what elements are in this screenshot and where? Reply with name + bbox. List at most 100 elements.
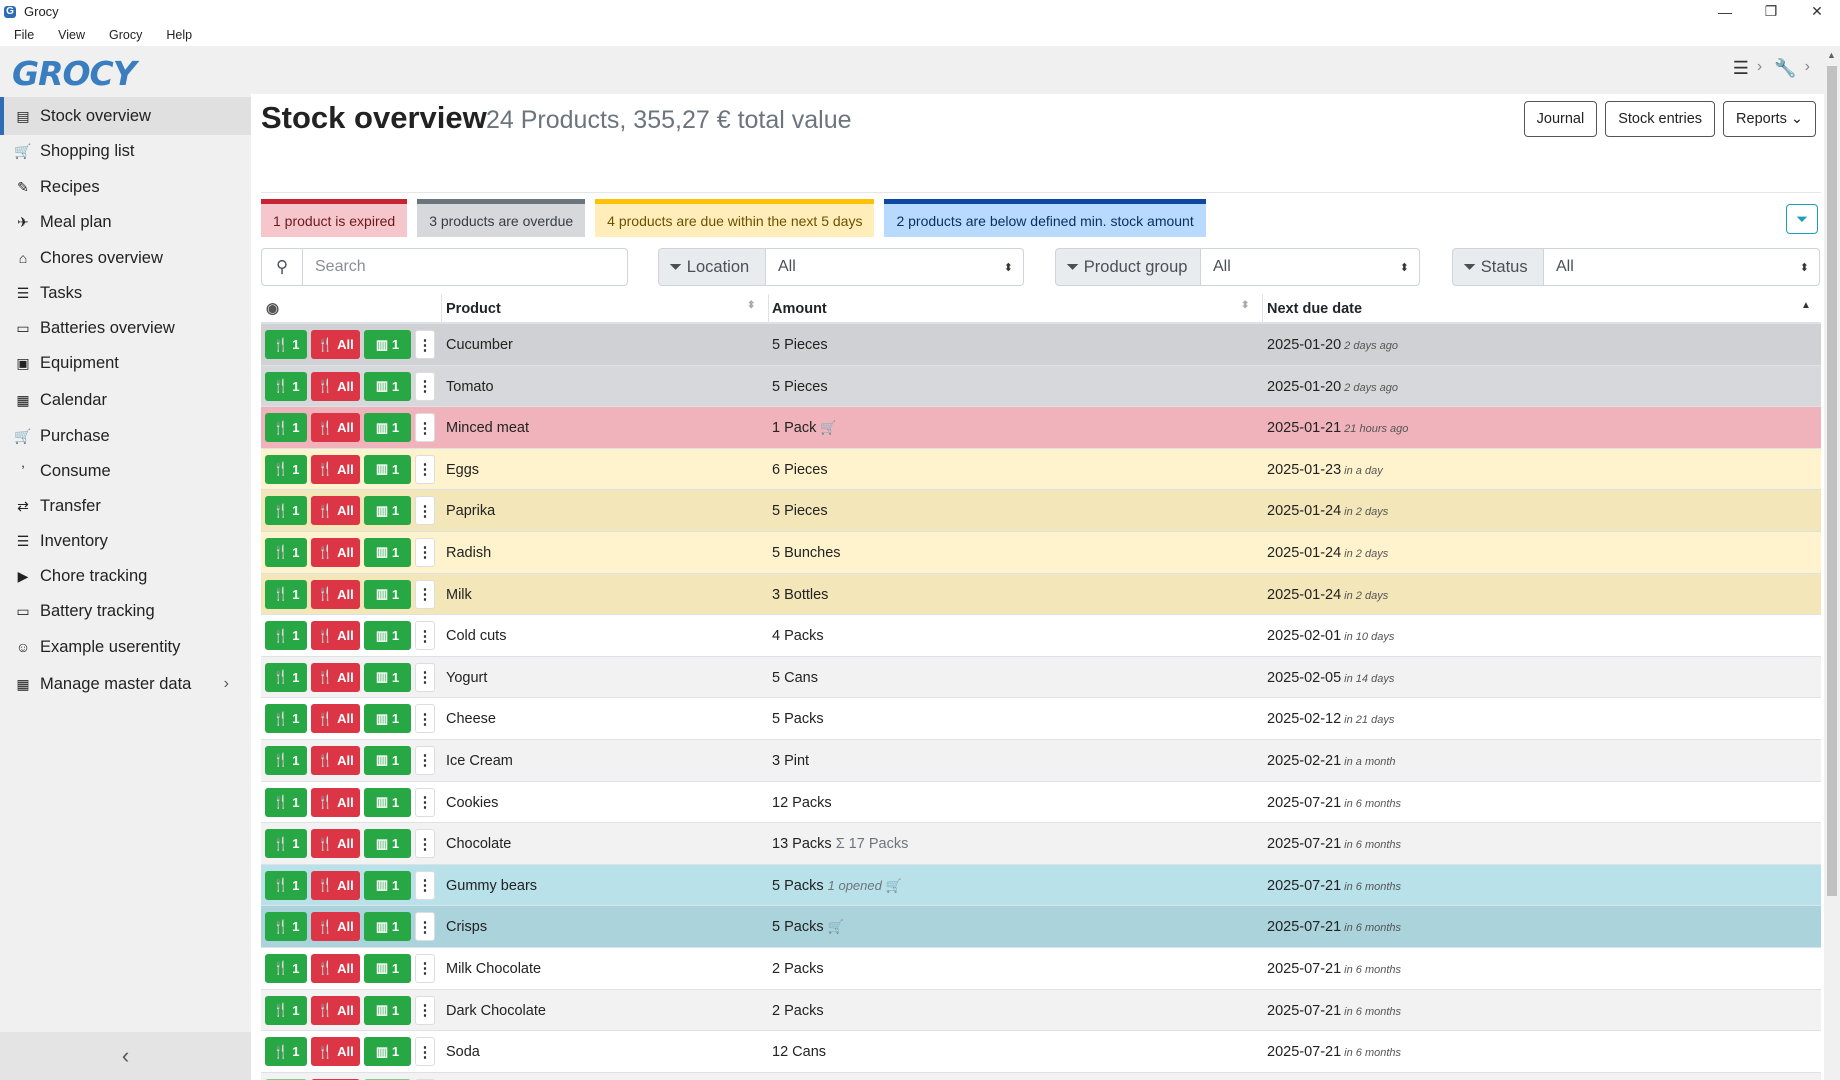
open-one-button[interactable]: ▥ 1: [364, 330, 411, 359]
consume-one-button[interactable]: 🍴 1: [265, 662, 307, 692]
sidebar-item-consume[interactable]: ʼ Consume: [0, 452, 251, 490]
consume-one-button[interactable]: 🍴 1: [265, 912, 307, 942]
open-one-button[interactable]: ▥ 1: [364, 371, 411, 401]
row-menu-button[interactable]: ⋮: [415, 621, 435, 651]
consume-one-button[interactable]: 🍴 1: [265, 995, 307, 1025]
search-input[interactable]: Search: [303, 248, 628, 286]
status-expired[interactable]: 1 product is expired: [261, 199, 408, 237]
consume-all-button[interactable]: 🍴 All: [311, 454, 360, 484]
location-select[interactable]: All ⬍: [766, 248, 1024, 286]
consume-one-button[interactable]: 🍴 1: [265, 1037, 307, 1067]
row-menu-button[interactable]: ⋮: [415, 953, 435, 983]
consume-one-button[interactable]: 🍴 1: [265, 704, 307, 734]
open-one-button[interactable]: ▥ 1: [364, 704, 411, 734]
sidebar-item-chores-overview[interactable]: ⌂ Chores overview: [0, 239, 251, 277]
consume-one-button[interactable]: 🍴 1: [265, 1078, 307, 1080]
consume-one-button[interactable]: 🍴 1: [265, 829, 307, 859]
consume-all-button[interactable]: 🍴 All: [311, 1078, 360, 1080]
restore-button[interactable]: ❐: [1764, 3, 1778, 19]
consume-all-button[interactable]: 🍴 All: [311, 537, 360, 567]
sidebar-item-chore-tracking[interactable]: ▶ Chore tracking: [0, 557, 251, 595]
row-menu-button[interactable]: ⋮: [415, 537, 435, 567]
grocy-logo[interactable]: GROCY: [12, 54, 137, 93]
product-name[interactable]: Milk: [446, 586, 472, 603]
row-menu-button[interactable]: ⋮: [415, 995, 435, 1025]
product-name[interactable]: Eggs: [446, 461, 480, 478]
product-name[interactable]: Ice Cream: [446, 752, 513, 769]
consume-all-button[interactable]: 🍴 All: [311, 662, 360, 692]
row-menu-button[interactable]: ⋮: [415, 1037, 435, 1067]
consume-all-button[interactable]: 🍴 All: [311, 330, 360, 359]
product-name[interactable]: Yogurt: [446, 669, 488, 686]
reports-dropdown-button[interactable]: Reports ⌄: [1723, 101, 1816, 137]
menu-view[interactable]: View: [58, 27, 86, 42]
consume-all-button[interactable]: 🍴 All: [311, 704, 360, 734]
open-one-button[interactable]: ▥ 1: [364, 413, 411, 443]
product-name[interactable]: Cold cuts: [446, 628, 507, 645]
consume-all-button[interactable]: 🍴 All: [311, 621, 360, 651]
sidebar-item-meal-plan[interactable]: ✈ Meal plan: [0, 203, 251, 241]
product-group-select[interactable]: All ⬍: [1201, 248, 1420, 286]
wrench-icon[interactable]: 🔧: [1774, 58, 1797, 78]
product-name[interactable]: Milk Chocolate: [446, 960, 542, 977]
consume-all-button[interactable]: 🍴 All: [311, 870, 360, 900]
row-menu-button[interactable]: ⋮: [415, 745, 435, 775]
consume-all-button[interactable]: 🍴 All: [311, 1037, 360, 1067]
vertical-scrollbar[interactable]: ▲: [1824, 46, 1840, 1080]
open-one-button[interactable]: ▥ 1: [364, 579, 411, 609]
sidebar-item-transfer[interactable]: ⇄ Transfer: [0, 487, 251, 525]
open-one-button[interactable]: ▥ 1: [364, 870, 411, 900]
status-select[interactable]: All ⬍: [1544, 248, 1820, 286]
open-one-button[interactable]: ▥ 1: [364, 454, 411, 484]
row-menu-button[interactable]: ⋮: [415, 870, 435, 900]
scroll-up-arrow-icon[interactable]: ▲: [1827, 50, 1836, 60]
header-next-due-date[interactable]: Next due date: [1267, 301, 1363, 317]
row-menu-button[interactable]: ⋮: [415, 413, 435, 443]
row-menu-button[interactable]: ⋮: [415, 454, 435, 484]
row-menu-button[interactable]: ⋮: [415, 371, 435, 401]
product-name[interactable]: Minced meat: [446, 420, 530, 437]
sidebar-item-tasks[interactable]: ☰ Tasks: [0, 274, 251, 312]
status-overdue[interactable]: 3 products are overdue: [417, 199, 586, 237]
consume-all-button[interactable]: 🍴 All: [311, 953, 360, 983]
product-name[interactable]: Radish: [446, 544, 492, 561]
open-one-button[interactable]: ▥ 1: [364, 912, 411, 942]
consume-one-button[interactable]: 🍴 1: [265, 330, 307, 359]
consume-one-button[interactable]: 🍴 1: [265, 787, 307, 817]
open-one-button[interactable]: ▥ 1: [364, 662, 411, 692]
row-menu-button[interactable]: ⋮: [415, 704, 435, 734]
open-one-button[interactable]: ▥ 1: [364, 621, 411, 651]
product-name[interactable]: Cucumber: [446, 337, 513, 353]
menu-grocy[interactable]: Grocy: [109, 27, 143, 42]
journal-button[interactable]: Journal: [1523, 101, 1598, 137]
consume-all-button[interactable]: 🍴 All: [311, 371, 360, 401]
open-one-button[interactable]: ▥ 1: [364, 995, 411, 1025]
product-name[interactable]: Gummy bears: [446, 877, 538, 894]
header-product[interactable]: Product: [446, 301, 501, 317]
consume-all-button[interactable]: 🍴 All: [311, 787, 360, 817]
product-name[interactable]: Cheese: [446, 711, 496, 728]
sidebar-collapse-button[interactable]: ‹: [0, 1032, 251, 1080]
consume-one-button[interactable]: 🍴 1: [265, 537, 307, 567]
product-name[interactable]: Crisps: [446, 919, 488, 936]
consume-one-button[interactable]: 🍴 1: [265, 413, 307, 443]
filter-toggle-button[interactable]: ⏷: [1786, 204, 1818, 234]
scroll-thumb[interactable]: [1827, 66, 1837, 896]
sidebar-item-equipment[interactable]: ▣ Equipment: [0, 344, 251, 382]
row-menu-button[interactable]: ⋮: [415, 1078, 435, 1080]
consume-all-button[interactable]: 🍴 All: [311, 995, 360, 1025]
close-button[interactable]: ✕: [1811, 3, 1823, 19]
open-one-button[interactable]: ▥ 1: [364, 787, 411, 817]
consume-one-button[interactable]: 🍴 1: [265, 454, 307, 484]
consume-one-button[interactable]: 🍴 1: [265, 745, 307, 775]
consume-all-button[interactable]: 🍴 All: [311, 496, 360, 526]
sidebar-item-inventory[interactable]: ☰ Inventory: [0, 522, 251, 560]
sidebar-item-stock-overview[interactable]: ▤ Stock overview: [0, 97, 251, 135]
consume-one-button[interactable]: 🍴 1: [265, 371, 307, 401]
product-name[interactable]: Cookies: [446, 794, 499, 811]
sidebar-item-purchase[interactable]: 🛒 Purchase: [0, 417, 251, 455]
product-name[interactable]: Paprika: [446, 503, 496, 520]
consume-one-button[interactable]: 🍴 1: [265, 870, 307, 900]
row-menu-button[interactable]: ⋮: [415, 829, 435, 859]
sidebar-item-manage-master-data[interactable]: ▦ Manage master data ›: [0, 665, 251, 703]
